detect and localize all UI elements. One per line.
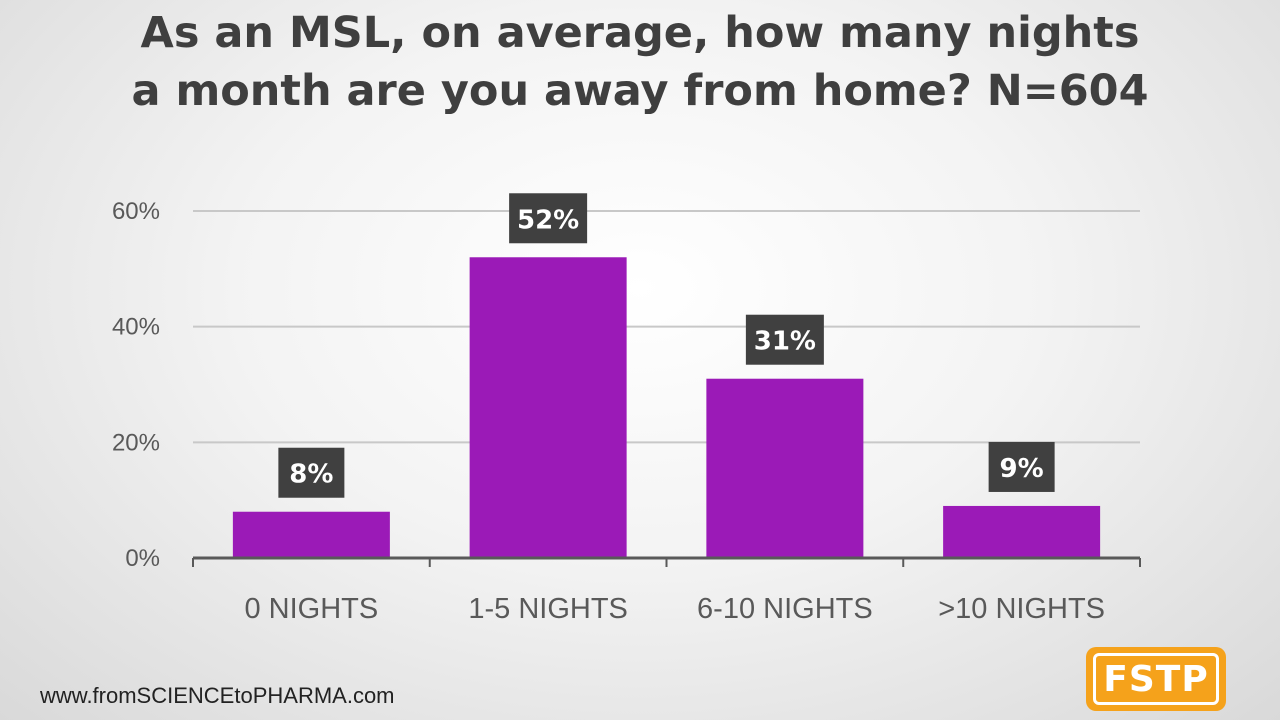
gridlines — [193, 210, 1140, 444]
data-label-box-2 — [745, 314, 824, 365]
axes: 0% 20% 40% 60% 0 NIGHTS 1-5 NIGHTS 6-10 NIGHTS… — [112, 198, 1141, 625]
data-label-box-0 — [278, 447, 345, 498]
bar-1 — [469, 257, 627, 558]
data-label-box-3 — [988, 441, 1055, 492]
chart-title: As an MSL, on average, how many nights a… — [0, 4, 1280, 120]
bar-3 — [943, 505, 1101, 558]
chart-title-line-1: As an MSL, on average, how many nights — [140, 8, 1140, 58]
bar-2 — [706, 378, 864, 558]
fstp-logo: FSTP — [1086, 647, 1226, 711]
y-tick-label-20: 20% — [112, 429, 160, 456]
x-category-label-1: 1-5 NIGHTS — [468, 593, 628, 625]
x-category-label-3: >10 NIGHTS — [938, 593, 1105, 625]
website-url[interactable]: www.fromSCIENCEtoPHARMA.com — [40, 683, 395, 708]
data-label-1: 52% — [517, 205, 579, 235]
data-labels: 8% 52% 31% 9% — [278, 193, 1055, 498]
chart-title-line-2: a month are you away from home? N=604 — [131, 66, 1149, 116]
y-tick-label-40: 40% — [112, 314, 160, 341]
y-tick-label-60: 60% — [112, 198, 160, 225]
data-label-0: 8% — [289, 460, 333, 490]
data-label-box-1 — [509, 193, 588, 244]
x-category-label-2: 6-10 NIGHTS — [697, 593, 873, 625]
bars — [232, 257, 1101, 558]
fstp-logo-text: FSTP — [1093, 653, 1219, 705]
y-tick-label-0: 0% — [125, 545, 160, 572]
data-label-3: 9% — [1000, 454, 1044, 484]
x-category-label-0: 0 NIGHTS — [245, 593, 379, 625]
data-label-2: 31% — [754, 327, 816, 357]
bar-0 — [232, 511, 390, 558]
